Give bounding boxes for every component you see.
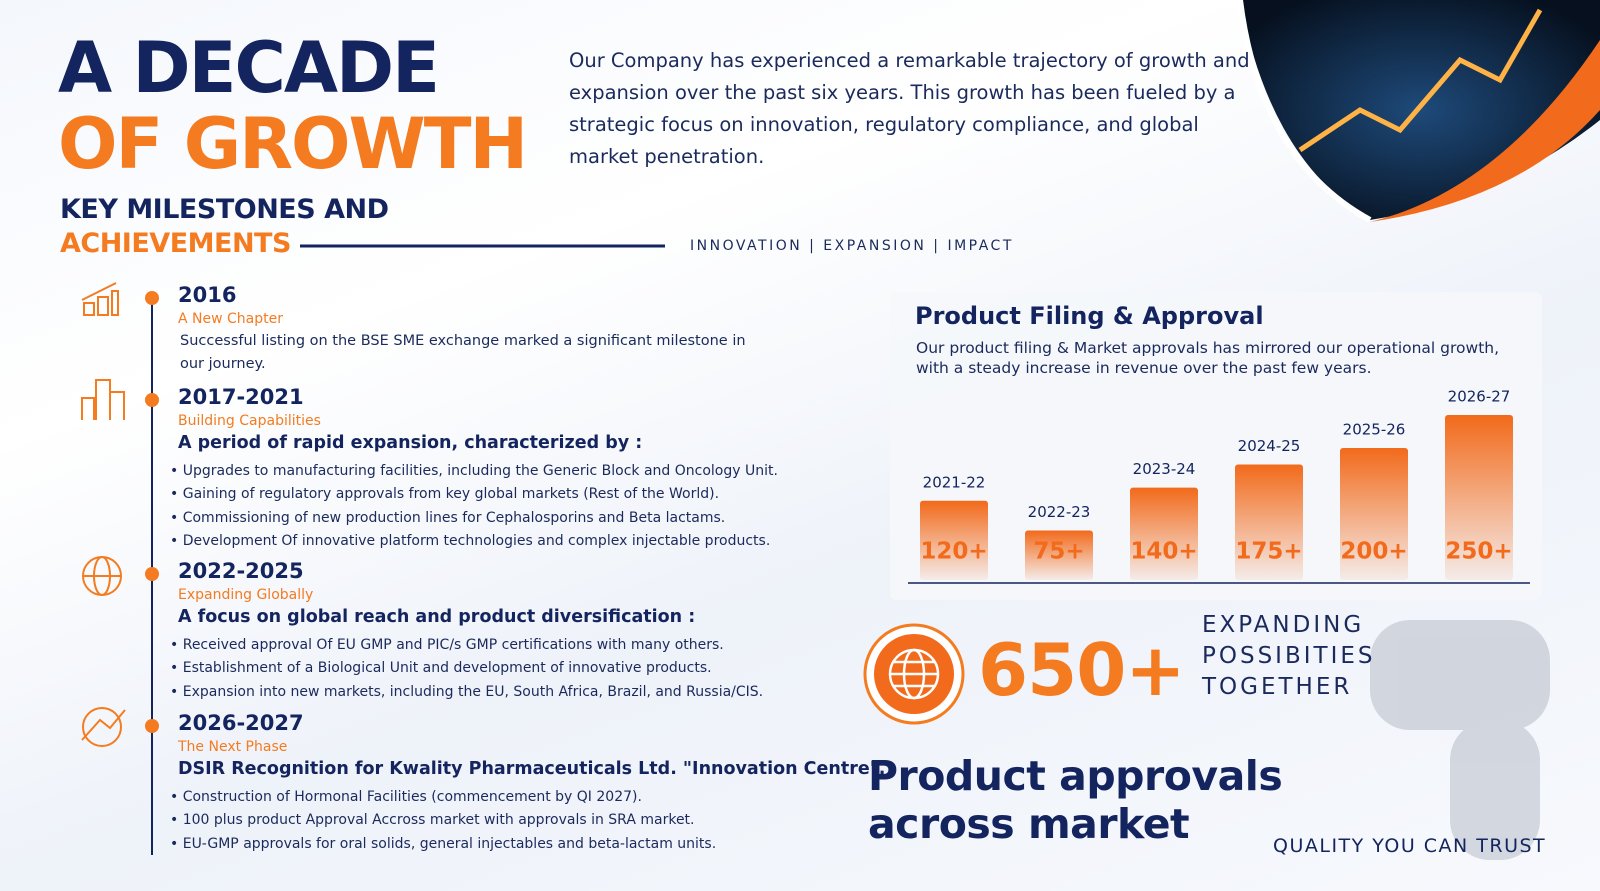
value-label: 140+: [1130, 539, 1197, 565]
tagline-line: TOGETHER: [1202, 674, 1353, 700]
milestone-bullets: Upgrades to manufacturing facilities, in…: [170, 460, 778, 553]
milestone-label: Expanding Globally: [178, 587, 314, 603]
timeline-dot: [145, 567, 159, 581]
milestone-label: A New Chapter: [178, 311, 283, 327]
bar: [1340, 448, 1408, 580]
value-label: 75+: [1033, 539, 1084, 565]
highlight-tagline: EXPANDING POSSIBITIES TOGETHER: [1202, 610, 1375, 703]
category-label: 2025-26: [1343, 421, 1406, 439]
highlight-number: 650+: [978, 628, 1186, 712]
bullet: Gaining of regulatory approvals from key…: [170, 483, 778, 506]
highlight-caption: Product approvals across market: [868, 752, 1283, 848]
tagline-line: POSSIBITIES: [1202, 643, 1376, 669]
chart-subtitle: Our product filing & Market approvals ha…: [916, 339, 1500, 377]
caption-line: Product approvals: [868, 752, 1283, 800]
category-label: 2023-24: [1133, 460, 1196, 478]
milestone-heading: DSIR Recognition for Kwality Pharmaceuti…: [178, 759, 886, 779]
intro: Our Company has experienced a remarkable…: [569, 49, 1250, 168]
bar: [920, 500, 988, 580]
bullet: Construction of Hormonal Facilities (com…: [170, 786, 716, 809]
milestone-year: 2016: [178, 283, 237, 307]
subtitle-line2: ACHIEVEMENTS: [60, 228, 291, 259]
bullet: Establishment of a Biological Unit and d…: [170, 657, 763, 680]
value-label: 200+: [1340, 539, 1407, 565]
timeline-dot: [145, 393, 159, 407]
bullet: Received approval Of EU GMP and PIC/s GM…: [170, 634, 763, 657]
milestone-year: 2026-2027: [178, 711, 304, 735]
tagline: INNOVATION | EXPANSION | IMPACT: [690, 238, 1014, 254]
bar: [1445, 415, 1513, 580]
milestone-bullets: Received approval Of EU GMP and PIC/s GM…: [170, 634, 763, 704]
milestone-year: 2017-2021: [178, 385, 304, 409]
caption-line: across market: [868, 800, 1190, 848]
tagline-line: EXPANDING: [1202, 612, 1365, 638]
category-label: 2024-25: [1238, 437, 1301, 455]
bar: [1130, 487, 1198, 580]
title-line1: A DECADE: [58, 27, 440, 109]
subtitle-line1: KEY MILESTONES AND: [60, 194, 389, 225]
value-label: 120+: [920, 539, 987, 565]
milestone-bullets: Construction of Hormonal Facilities (com…: [170, 786, 716, 856]
timeline-dot: [145, 291, 159, 305]
bullet: Upgrades to manufacturing facilities, in…: [170, 460, 778, 483]
timeline-dot: [145, 719, 159, 733]
milestone-text: Successful listing on the BSE SME exchan…: [180, 333, 746, 372]
footer: QUALITY YOU CAN TRUST: [1273, 835, 1547, 857]
milestone-year: 2022-2025: [178, 559, 304, 583]
bar-chart: Product Filing & Approval 2021-22 120+ 202…: [908, 302, 1530, 584]
value-label: 175+: [1235, 539, 1302, 565]
category-label: 2022-23: [1028, 503, 1091, 521]
category-label: 2021-22: [923, 473, 986, 491]
bullet: Development Of innovative platform techn…: [170, 530, 778, 553]
bar: [1025, 530, 1093, 580]
milestone-label: The Next Phase: [178, 739, 288, 755]
title-line2: OF GROWTH: [58, 103, 528, 185]
bullet: 100 plus product Approval Accross market…: [170, 809, 716, 832]
bullet: Commissioning of new production lines fo…: [170, 507, 778, 530]
value-label: 250+: [1445, 539, 1512, 565]
category-label: 2026-27: [1448, 388, 1511, 406]
bullet: Expansion into new markets, including th…: [170, 681, 763, 704]
bar: [1235, 464, 1303, 580]
milestone-label: Building Capabilities: [178, 413, 321, 429]
chart-title: Product Filing & Approval: [915, 302, 1264, 330]
bullet: EU-GMP approvals for oral solids, genera…: [170, 833, 716, 856]
milestone-heading: A focus on global reach and product dive…: [178, 607, 696, 627]
milestone-heading: A period of rapid expansion, characteriz…: [178, 433, 643, 453]
